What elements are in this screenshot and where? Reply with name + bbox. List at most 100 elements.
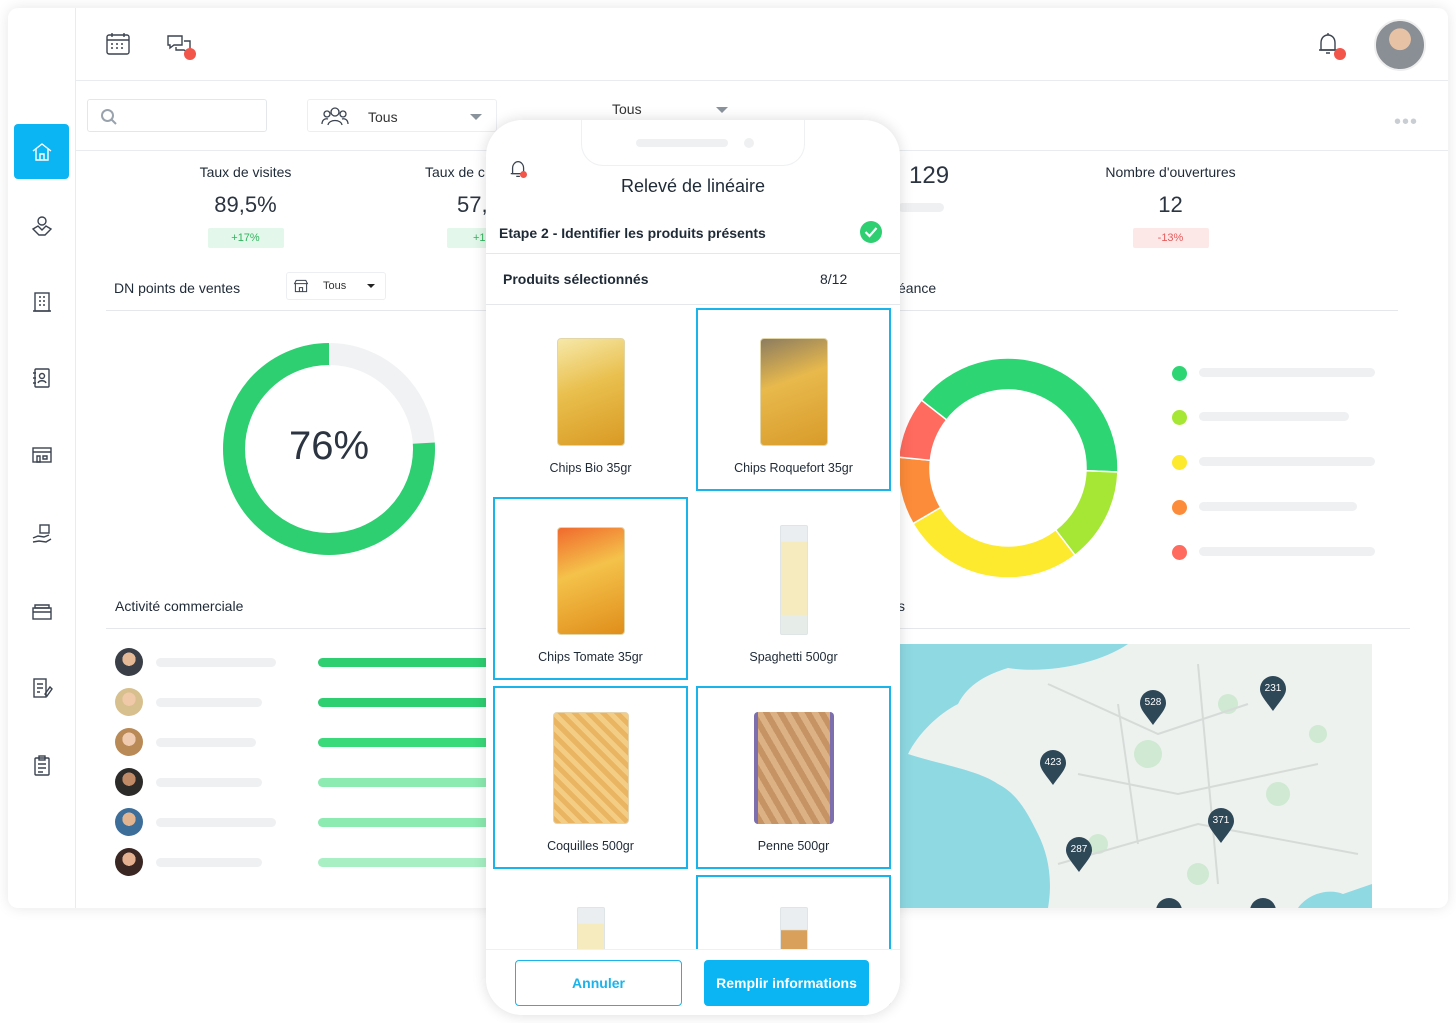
phone-notification-badge — [520, 171, 527, 178]
activity-bar — [318, 778, 490, 787]
kpi-third: 129 — [898, 162, 978, 212]
legend-placeholder — [1199, 368, 1375, 377]
product-name: Chips Tomate 35gr — [538, 650, 643, 664]
second-select-value: Tous — [612, 101, 642, 117]
dn-select[interactable]: Tous — [286, 272, 386, 300]
fill-info-button[interactable]: Remplir informations — [704, 960, 869, 1006]
phone-speaker — [636, 139, 728, 147]
map-pin[interactable]: 287 — [1065, 837, 1093, 873]
kpi-value: 89,5% — [214, 192, 277, 217]
kpi-badge-placeholder — [898, 203, 944, 212]
avatar — [115, 728, 143, 756]
legend-dot — [1172, 500, 1187, 515]
activity-bar — [318, 738, 490, 747]
phone-camera — [744, 138, 754, 148]
second-select[interactable]: Tous — [596, 99, 746, 132]
bell-icon — [1319, 33, 1337, 54]
legend-placeholder — [1199, 547, 1375, 556]
divider — [486, 304, 900, 305]
map-pin[interactable]: 231 — [1259, 676, 1287, 712]
phone-footer: Annuler Remplir informations — [486, 949, 900, 1015]
product-card[interactable]: Spaghetti 500gr — [696, 497, 891, 680]
map-pin-icon — [1140, 690, 1166, 725]
product-image — [556, 527, 625, 635]
map-pin-count: 231 — [1264, 683, 1282, 694]
report-edit-icon — [33, 678, 53, 698]
legend-placeholder — [1199, 457, 1375, 466]
sidebar-item-inventory[interactable] — [22, 592, 62, 632]
map-pin[interactable] — [1249, 898, 1277, 908]
sidebar-item-delivery[interactable] — [22, 514, 62, 554]
group-select[interactable]: Tous — [307, 99, 497, 132]
product-card[interactable]: Chips Bio 35gr — [493, 308, 688, 491]
legend-dot — [1172, 366, 1187, 381]
user-avatar[interactable] — [1374, 19, 1426, 71]
avatar — [115, 648, 143, 676]
legend-dot — [1172, 455, 1187, 470]
delivery-icon — [32, 524, 52, 543]
top-bar — [76, 8, 1448, 81]
map-pin-count: 287 — [1070, 844, 1088, 855]
product-name: Chips Bio 35gr — [549, 461, 632, 475]
product-name: Chips Roquefort 35gr — [734, 461, 853, 475]
cancel-button[interactable]: Annuler — [515, 960, 682, 1006]
legend-placeholder — [1199, 502, 1357, 511]
kpi-value: 12 — [1158, 192, 1183, 217]
echeance-section-title: éance — [898, 280, 937, 296]
activity-bar — [318, 818, 490, 827]
sidebar-item-tasks[interactable] — [22, 746, 62, 786]
sidebar-item-contacts[interactable] — [22, 358, 62, 398]
team-icon — [321, 107, 349, 126]
product-name: Spaghetti 500gr — [749, 650, 838, 664]
name-placeholder — [156, 738, 256, 747]
product-name: Penne 500gr — [757, 839, 830, 853]
kpi-value: 57, — [457, 192, 488, 217]
messages-button[interactable] — [164, 30, 196, 60]
map-pin[interactable]: 371 — [1207, 808, 1235, 844]
notifications-button[interactable] — [1314, 30, 1346, 60]
store-icon — [293, 279, 309, 293]
more-options-icon[interactable]: ••• — [1393, 111, 1418, 133]
dn-donut-chart — [223, 343, 435, 555]
map-pin[interactable] — [1155, 898, 1183, 908]
map-section-title: s — [898, 598, 905, 614]
donut-segment — [912, 506, 1077, 579]
check-icon — [864, 227, 878, 238]
product-card[interactable]: Penne 500gr — [696, 686, 891, 869]
product-image — [779, 525, 808, 635]
sidebar-item-stores[interactable] — [22, 434, 62, 474]
product-card[interactable]: Coquilles 500gr — [493, 686, 688, 869]
map-pin-count: 423 — [1044, 757, 1062, 768]
map-pin[interactable]: 528 — [1139, 690, 1167, 726]
product-card[interactable]: Chips Roquefort 35gr — [696, 308, 891, 491]
phone-notifications-button[interactable] — [508, 158, 532, 182]
contact-book-icon — [33, 368, 50, 388]
building-icon — [33, 292, 51, 312]
messages-badge — [184, 48, 196, 60]
sidebar-item-buildings[interactable] — [22, 282, 62, 322]
home-icon — [32, 142, 51, 161]
kpi-visits: Taux de visites 89,5% +17% — [168, 164, 323, 248]
map-pin-count: 371 — [1212, 815, 1230, 826]
phone-notch — [581, 120, 805, 166]
search-input[interactable] — [87, 99, 267, 132]
calendar-icon — [106, 33, 130, 55]
phone-title: Relevé de linéaire — [620, 176, 766, 196]
inventory-icon — [32, 604, 52, 620]
notifications-badge — [1334, 48, 1346, 60]
sidebar-item-home[interactable] — [14, 124, 69, 179]
map-pin-icon — [1066, 837, 1092, 872]
map-pin-icon — [1208, 808, 1234, 843]
map-pin[interactable]: 423 — [1039, 750, 1067, 786]
store-map[interactable]: 528 231 423 371 287 — [898, 644, 1372, 908]
product-card[interactable]: Chips Tomate 35gr — [493, 497, 688, 680]
activity-bar — [318, 698, 490, 707]
donut-segment — [920, 357, 1119, 473]
search-icon — [101, 109, 117, 125]
sidebar-item-deals[interactable] — [22, 206, 62, 246]
sidebar-item-reports[interactable] — [22, 668, 62, 708]
dn-section-title: DN points de ventes — [114, 280, 241, 296]
calendar-button[interactable] — [104, 30, 134, 60]
product-image — [759, 338, 828, 446]
step-label: Etape 2 - Identifier les produits présen… — [499, 225, 766, 241]
